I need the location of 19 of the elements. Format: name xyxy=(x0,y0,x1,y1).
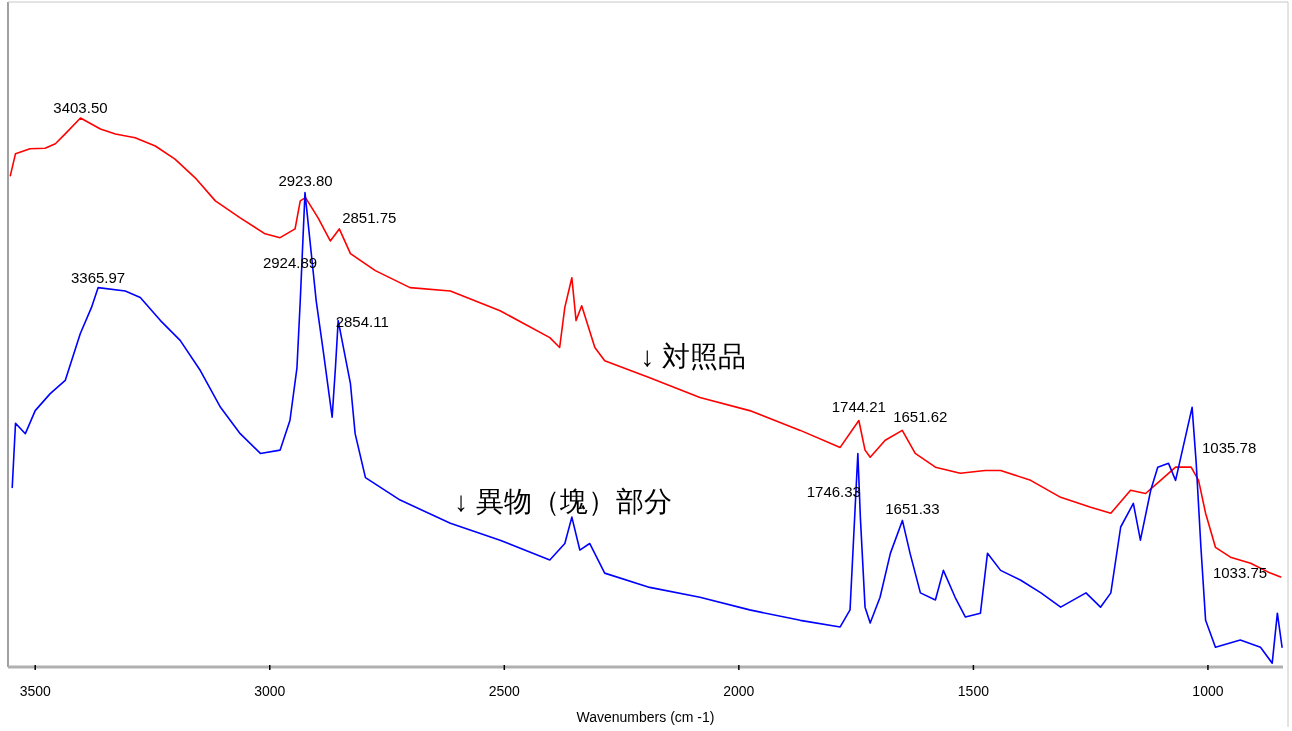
annotation: 1744.21 xyxy=(831,398,886,416)
annotation: 1651.62 xyxy=(893,408,948,426)
x-tick-label: 2000 xyxy=(723,683,755,699)
x-tick-label: 3000 xyxy=(254,683,286,699)
annotation: 2854.11 xyxy=(335,312,389,330)
annotation: 3403.50 xyxy=(53,99,108,116)
annotation: 3365.97 xyxy=(70,268,126,286)
x-tick-label: 3500 xyxy=(19,683,51,699)
x-axis-title: Wavenumbers (cm -1) xyxy=(576,709,715,725)
x-tick-label: 2500 xyxy=(488,683,521,699)
annotation: 1035.78 xyxy=(1202,439,1257,457)
annotation: 2851.75 xyxy=(342,208,397,226)
x-tick-label: 1500 xyxy=(957,683,990,699)
annotation: 1033.75 xyxy=(1212,564,1268,581)
x-tick-label: 1000 xyxy=(1192,683,1224,699)
series-label: ↓ 対照品 xyxy=(640,340,747,372)
series-label: ↓ 異物（塊）部分 xyxy=(454,486,673,518)
annotation: 2923.80 xyxy=(278,171,333,189)
annotation: 1651.33 xyxy=(885,500,940,518)
